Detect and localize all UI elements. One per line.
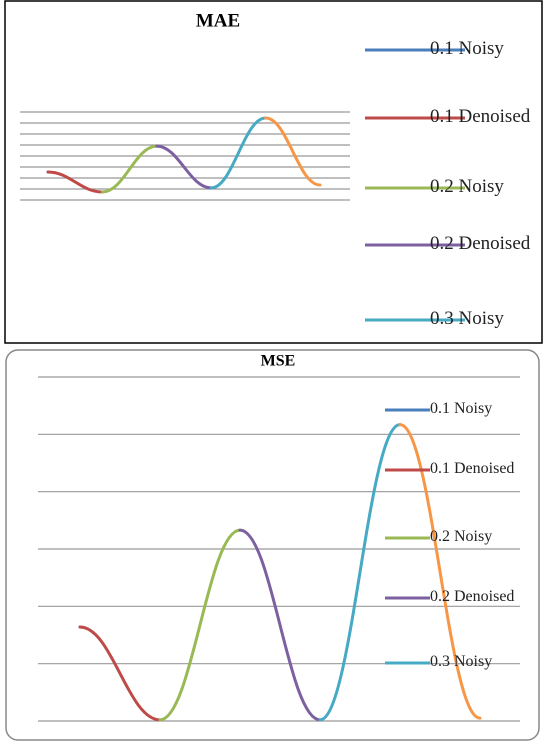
- legend-label: 0.1 Noisy: [430, 38, 504, 60]
- line-series: [238, 528, 322, 722]
- legend-label: 0.1 Noisy: [430, 400, 493, 418]
- legend-label: 0.1 Denoised: [430, 460, 515, 478]
- line-series: [209, 116, 268, 190]
- legend-label: 0.2 Denoised: [430, 233, 531, 255]
- mse-frame: [5, 349, 540, 741]
- line-series: [318, 423, 402, 722]
- line-series: [100, 144, 159, 194]
- legend-label: 0.2 Denoised: [430, 588, 515, 606]
- chart-title: MSE: [261, 353, 296, 370]
- line-series: [158, 528, 242, 722]
- mae-frame: [4, 0, 543, 344]
- line-series: [264, 116, 322, 187]
- legend-label: 0.3 Noisy: [430, 653, 493, 671]
- line-series: [155, 144, 213, 190]
- legend-label: 0.2 Noisy: [430, 528, 493, 546]
- legend-label: 0.3 Noisy: [430, 308, 504, 330]
- line-series: [398, 423, 482, 720]
- legend-label: 0.2 Noisy: [430, 176, 504, 198]
- line-series: [46, 170, 104, 194]
- line-series: [78, 625, 162, 722]
- chart-title: MAE: [196, 10, 240, 31]
- legend-label: 0.1 Denoised: [430, 106, 531, 128]
